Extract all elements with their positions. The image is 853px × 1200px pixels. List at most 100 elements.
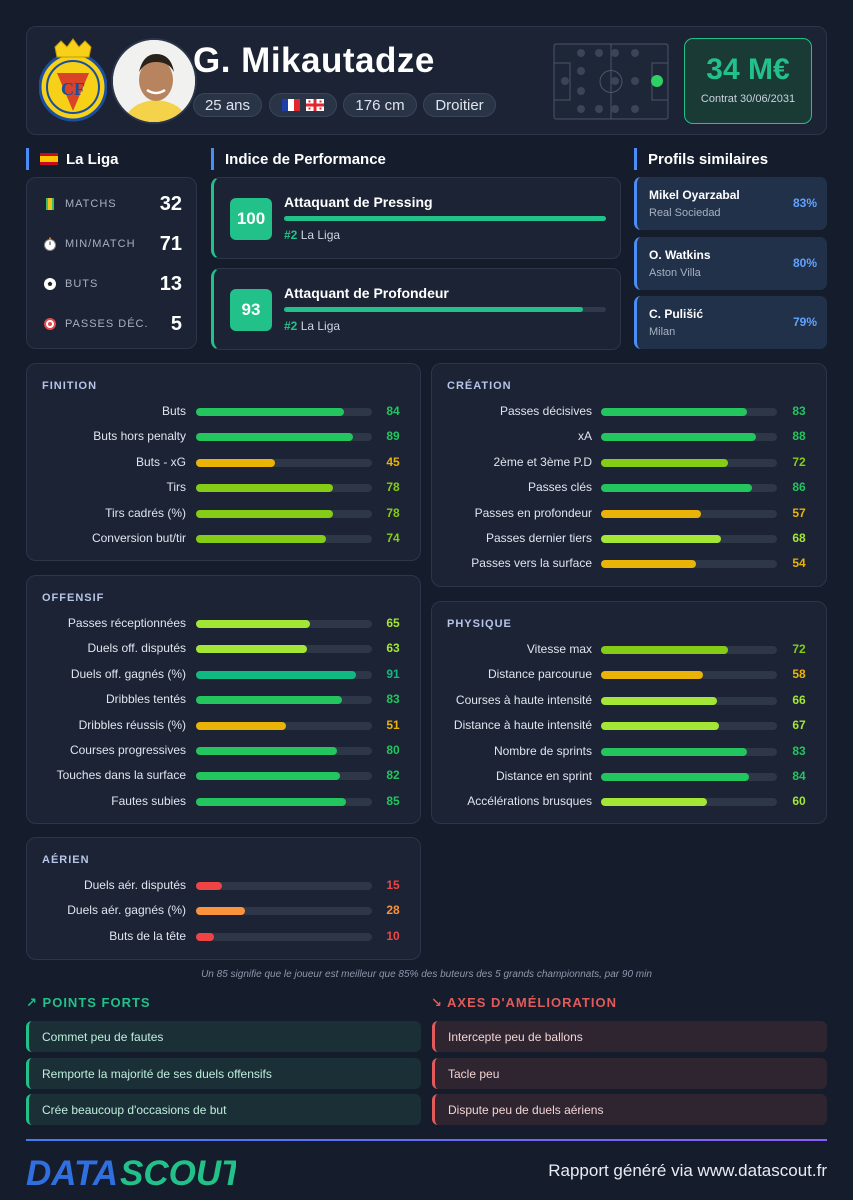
metric-bar-fill xyxy=(196,696,343,705)
performance-score: 93 xyxy=(230,289,272,331)
metric-value: 78 xyxy=(386,505,400,520)
metric-row: Duels aér. disputés 15 xyxy=(27,878,420,894)
metric-bar xyxy=(601,484,777,493)
performance-heading: Indice de Performance xyxy=(211,148,386,170)
metric-row: Distance à haute intensité 67 xyxy=(432,718,826,734)
metric-label: Tirs xyxy=(166,480,186,495)
metric-label: Duels off. disputés xyxy=(87,641,186,656)
panel-title: OFFENSIF xyxy=(42,592,105,604)
performance-heading-text: Indice de Performance xyxy=(225,150,386,168)
stat-label: MATCHS xyxy=(65,198,117,210)
metric-row: Tirs 78 xyxy=(27,480,420,496)
stat-buts: BUTS 13 xyxy=(27,265,198,305)
creation-panel: CRÉATION Passes décisives 83 xA 88 2ème et 3… xyxy=(431,363,827,587)
similar-percent: 83% xyxy=(792,196,817,210)
metric-label: 2ème et 3ème P.D xyxy=(493,454,592,469)
similar-club: Aston Villa xyxy=(649,267,701,279)
metric-bar-fill xyxy=(196,620,311,628)
similar-profile-card[interactable]: C. Pulišić Milan 79% xyxy=(634,296,827,349)
metric-bar xyxy=(601,408,777,416)
metric-label: Passes réceptionnées xyxy=(67,616,186,630)
strength-item: Commet peu de fautes xyxy=(26,1021,421,1052)
similar-profile-card[interactable]: Mikel Oyarzabal Real Sociedad 83% xyxy=(634,177,827,230)
metric-label: Tirs cadrés (%) xyxy=(105,505,186,520)
stat-label: PASSES DÉC. xyxy=(65,318,149,330)
stat-matchs: MATCHS 32 xyxy=(27,185,198,225)
panel-title: CRÉATION xyxy=(447,380,512,392)
metric-bar-fill xyxy=(196,408,344,416)
metric-row: Courses à haute intensité 66 xyxy=(432,693,826,709)
metric-label: Distance parcourue xyxy=(487,667,592,682)
metric-row: Touches dans la surface 82 xyxy=(27,768,420,784)
similar-club: Real Sociedad xyxy=(649,207,721,219)
metric-bar-fill xyxy=(601,671,704,680)
league-stats-panel: MATCHS 32 MIN/MATCH 71 BUTS 13 PASSES DÉ… xyxy=(26,177,197,349)
metric-value: 72 xyxy=(792,642,806,656)
metric-bar-fill xyxy=(601,798,707,807)
performance-bar xyxy=(284,216,606,221)
target-icon xyxy=(44,318,56,330)
metric-label: Duels off. gagnés (%) xyxy=(70,666,186,681)
metric-row: Buts hors penalty 89 xyxy=(27,429,420,445)
metric-bar xyxy=(196,882,372,890)
metric-bar-fill xyxy=(601,560,697,569)
metric-value: 84 xyxy=(792,769,806,783)
metric-label: Buts xyxy=(161,404,186,418)
metric-bar-fill xyxy=(601,747,748,756)
metric-value: 91 xyxy=(386,666,400,681)
player-header: CF G. Mikautadze 25 ans 176 cm Droitier xyxy=(26,26,827,135)
logo-part-scout: SCOUT xyxy=(120,1154,236,1192)
metric-row: Tirs cadrés (%) 78 xyxy=(27,506,420,522)
metric-value: 89 xyxy=(386,429,400,444)
player-photo xyxy=(111,38,197,124)
similar-club: Milan xyxy=(649,326,676,338)
metric-row: Distance en sprint 84 xyxy=(432,769,826,785)
metric-bar-fill xyxy=(196,535,327,543)
metric-bar-fill xyxy=(196,721,286,730)
metric-value: 65 xyxy=(386,616,400,630)
metric-bar xyxy=(196,535,372,543)
stat-label: MIN/MATCH xyxy=(65,238,136,250)
strength-item: Crée beaucoup d'occasions de but xyxy=(26,1094,421,1125)
finition-panel: FINITION Buts 84 Buts hors penalty 89 Buts -… xyxy=(26,363,421,561)
stat-passes-dec: PASSES DÉC. 5 xyxy=(27,305,198,345)
metric-row: Buts 84 xyxy=(27,404,420,420)
metric-value: 83 xyxy=(386,692,400,707)
rank-league: La Liga xyxy=(300,319,341,333)
metric-bar xyxy=(196,907,372,916)
metric-label: Distance à haute intensité xyxy=(453,718,592,733)
metric-bar xyxy=(601,696,777,705)
performance-rank: #2 La Liga xyxy=(284,228,340,242)
performance-bar-fill xyxy=(284,307,584,312)
trend-down-icon: ↘ xyxy=(431,995,443,1010)
weakness-item: Dispute peu de duels aériens xyxy=(432,1094,827,1125)
metric-row: Duels off. gagnés (%) 91 xyxy=(27,667,420,683)
foot-chip: Droitier xyxy=(423,93,496,117)
player-name: G. Mikautadze xyxy=(193,41,435,80)
metric-bar-fill xyxy=(196,484,334,493)
performance-card: 100 Attaquant de Pressing #2 La Liga xyxy=(211,177,621,259)
metric-row: Passes clés 86 xyxy=(432,480,826,496)
age-chip: 25 ans xyxy=(193,93,262,117)
metric-label: Touches dans la surface xyxy=(56,768,186,783)
metric-value: 28 xyxy=(386,903,400,918)
stopwatch-icon xyxy=(44,237,56,251)
similar-percent: 79% xyxy=(792,315,817,329)
metric-label: Passes dernier tiers xyxy=(485,531,592,545)
metric-value: 63 xyxy=(386,641,400,656)
metric-bar xyxy=(196,509,372,518)
metric-bar-fill xyxy=(196,670,357,679)
metric-bar-fill xyxy=(601,722,719,731)
footer-credit: Rapport généré via www.datascout.fr xyxy=(548,1161,827,1180)
performance-bar xyxy=(284,307,606,312)
league-name: La Liga xyxy=(66,150,119,168)
metric-bar xyxy=(196,458,372,467)
metric-value: 68 xyxy=(792,531,806,545)
footer-divider xyxy=(26,1139,827,1141)
weaknesses-heading-text: AXES D'AMÉLIORATION xyxy=(447,995,617,1010)
similar-profile-card[interactable]: O. Watkins Aston Villa 80% xyxy=(634,237,827,290)
metric-value: 85 xyxy=(386,793,400,808)
stat-value: 71 xyxy=(159,233,182,255)
rank-number: #2 xyxy=(284,319,298,333)
metric-label: Distance en sprint xyxy=(495,769,592,783)
